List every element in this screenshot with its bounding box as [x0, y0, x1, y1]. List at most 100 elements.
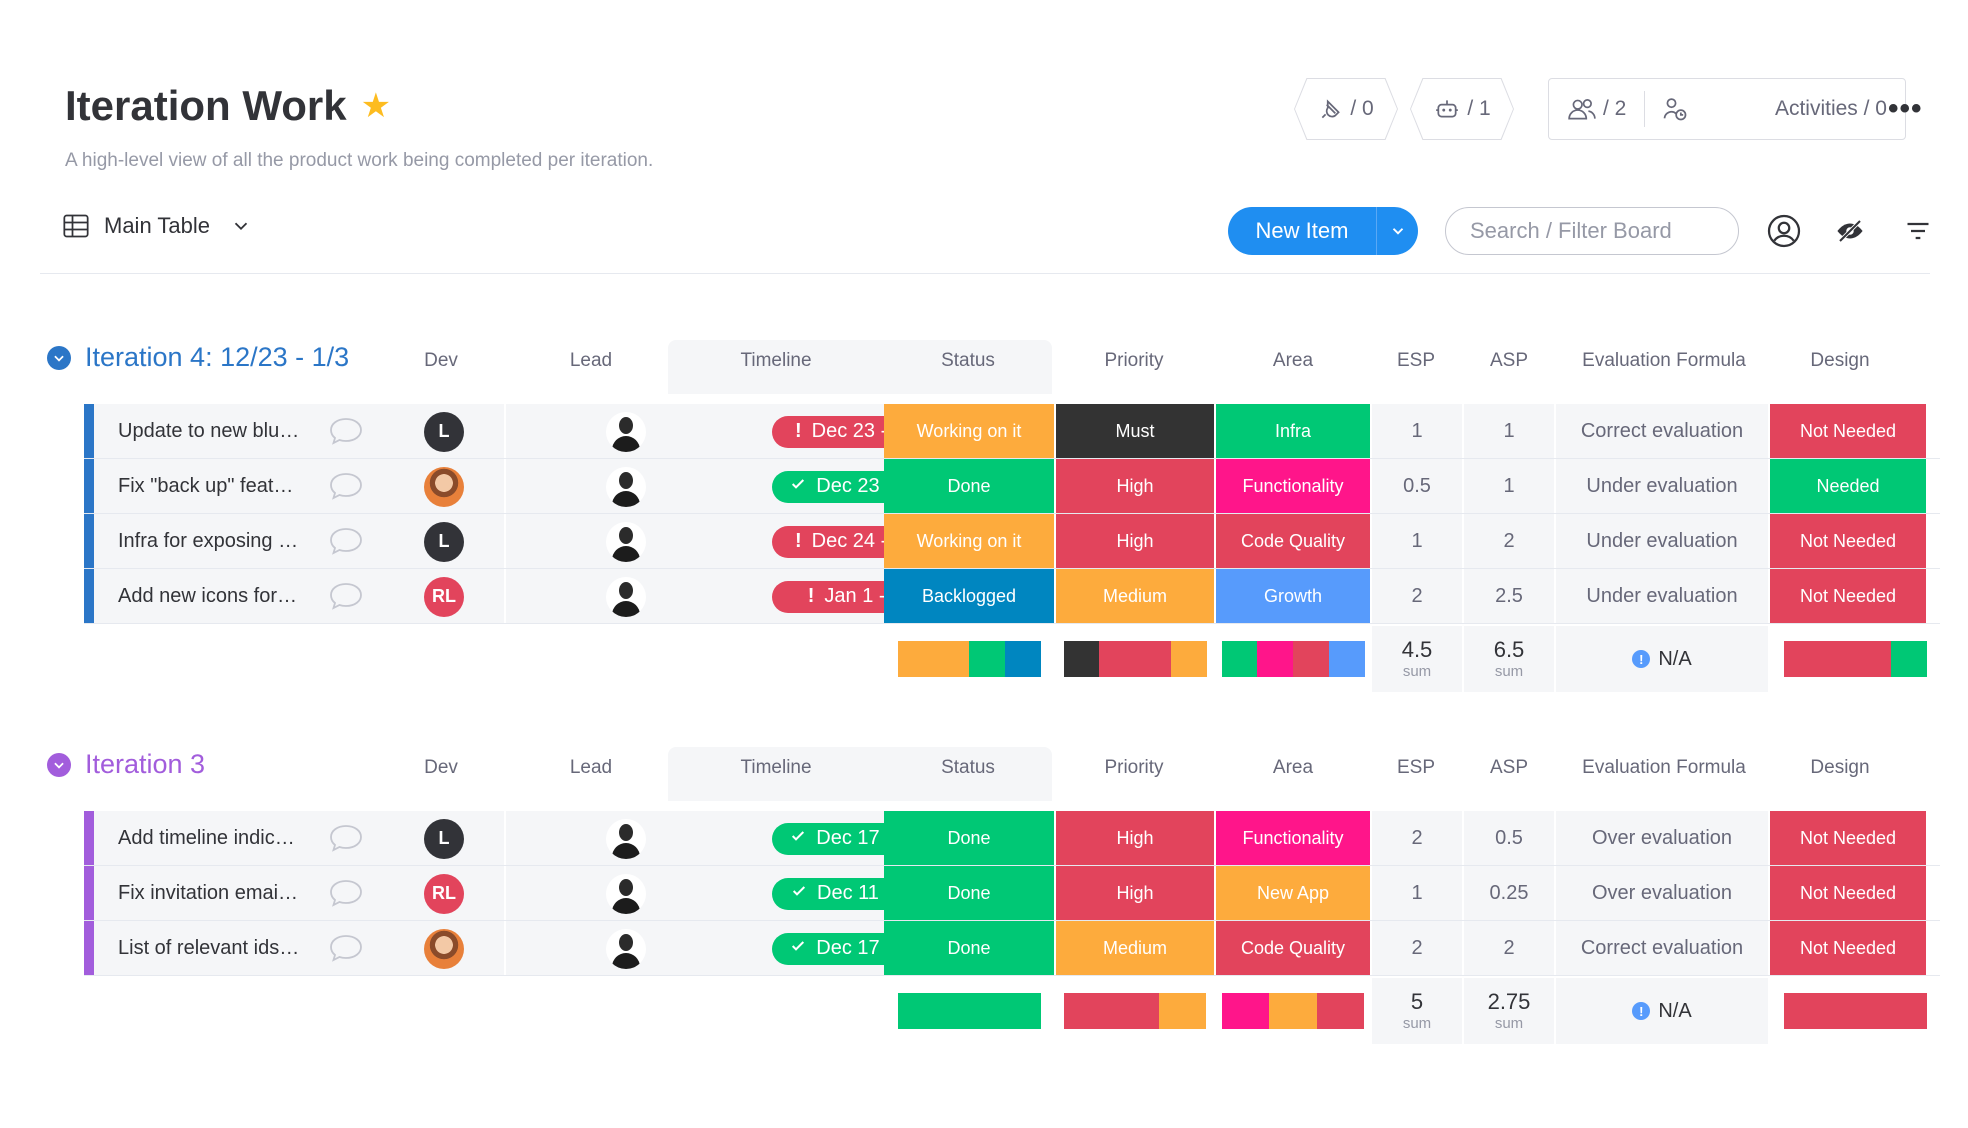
- lead-cell[interactable]: [506, 921, 746, 976]
- comment-bubble-icon[interactable]: [328, 526, 364, 556]
- column-header-priority[interactable]: Priority: [1104, 350, 1164, 371]
- column-header-evaluation-formula[interactable]: Evaluation Formula: [1582, 757, 1746, 778]
- column-header-design[interactable]: Design: [1810, 350, 1870, 371]
- priority-cell[interactable]: High: [1056, 459, 1214, 514]
- comment-bubble-icon[interactable]: [328, 581, 364, 611]
- integrations-button[interactable]: / 0: [1294, 78, 1398, 140]
- esp-cell[interactable]: 2: [1372, 921, 1462, 976]
- esp-cell[interactable]: 1: [1372, 866, 1462, 921]
- dev-cell[interactable]: L: [384, 514, 504, 569]
- column-header-asp[interactable]: ASP: [1489, 757, 1529, 778]
- design-cell[interactable]: Not Needed: [1770, 866, 1926, 921]
- item-name[interactable]: Fix invitation emai…: [118, 882, 298, 904]
- column-header-lead[interactable]: Lead: [569, 350, 613, 371]
- dev-cell[interactable]: RL: [384, 866, 504, 921]
- esp-cell[interactable]: 2: [1372, 569, 1462, 624]
- item-name-cell[interactable]: Infra for exposing …: [94, 514, 384, 569]
- area-cell[interactable]: Code Quality: [1216, 514, 1370, 569]
- new-item-dropdown[interactable]: [1376, 207, 1418, 255]
- board-title[interactable]: Iteration Work: [65, 82, 347, 129]
- item-name[interactable]: Add new icons for…: [118, 585, 297, 607]
- asp-cell[interactable]: 1: [1464, 404, 1554, 459]
- status-cell[interactable]: Done: [884, 811, 1054, 866]
- item-name[interactable]: Fix "back up" feat…: [118, 475, 294, 497]
- column-header-asp[interactable]: ASP: [1489, 350, 1529, 371]
- area-cell[interactable]: Functionality: [1216, 459, 1370, 514]
- design-cell[interactable]: Not Needed: [1770, 811, 1926, 866]
- dev-cell[interactable]: [384, 921, 504, 976]
- item-name-cell[interactable]: Fix "back up" feat…: [94, 459, 384, 514]
- column-header-status[interactable]: Status: [941, 757, 995, 778]
- column-header-timeline[interactable]: Timeline: [740, 350, 812, 371]
- dev-cell[interactable]: RL: [384, 569, 504, 624]
- automations-button[interactable]: / 1: [1410, 78, 1514, 140]
- area-cell[interactable]: Growth: [1216, 569, 1370, 624]
- column-header-area[interactable]: Area: [1272, 757, 1314, 778]
- filter-icon[interactable]: [1898, 211, 1938, 251]
- dev-cell[interactable]: [384, 459, 504, 514]
- view-selector[interactable]: Main Table: [62, 212, 252, 240]
- more-options-icon[interactable]: •••: [1888, 92, 1923, 125]
- item-name-cell[interactable]: Update to new blu…: [94, 404, 384, 459]
- item-name[interactable]: Add timeline indic…: [118, 827, 295, 849]
- priority-cell[interactable]: High: [1056, 514, 1214, 569]
- hide-columns-icon[interactable]: [1830, 211, 1870, 251]
- item-name[interactable]: List of relevant ids…: [118, 937, 298, 959]
- comment-bubble-icon[interactable]: [328, 823, 364, 853]
- asp-cell[interactable]: 2.5: [1464, 569, 1554, 624]
- asp-cell[interactable]: 2: [1464, 921, 1554, 976]
- area-cell[interactable]: Infra: [1216, 404, 1370, 459]
- status-cell[interactable]: Working on it: [884, 404, 1054, 459]
- collapse-group-icon[interactable]: [47, 752, 71, 777]
- group-title[interactable]: Iteration 3: [85, 749, 206, 779]
- dev-cell[interactable]: L: [384, 811, 504, 866]
- column-header-esp[interactable]: ESP: [1396, 757, 1436, 778]
- area-cell[interactable]: Code Quality: [1216, 921, 1370, 976]
- column-header-esp[interactable]: ESP: [1396, 350, 1436, 371]
- esp-cell[interactable]: 1: [1372, 514, 1462, 569]
- lead-cell[interactable]: [506, 866, 746, 921]
- item-name[interactable]: Update to new blu…: [118, 420, 298, 442]
- comment-bubble-icon[interactable]: [328, 933, 364, 963]
- priority-cell[interactable]: High: [1056, 811, 1214, 866]
- star-icon[interactable]: ★: [360, 87, 392, 125]
- lead-cell[interactable]: [506, 811, 746, 866]
- new-item-button[interactable]: New Item: [1228, 207, 1418, 255]
- priority-cell[interactable]: High: [1056, 866, 1214, 921]
- asp-cell[interactable]: 0.5: [1464, 811, 1554, 866]
- column-header-dev[interactable]: Dev: [424, 757, 458, 778]
- status-cell[interactable]: Done: [884, 459, 1054, 514]
- design-cell[interactable]: Not Needed: [1770, 404, 1926, 459]
- dev-cell[interactable]: L: [384, 404, 504, 459]
- person-filter-icon[interactable]: [1764, 211, 1804, 251]
- comment-bubble-icon[interactable]: [328, 416, 364, 446]
- esp-cell[interactable]: 2: [1372, 811, 1462, 866]
- esp-cell[interactable]: 1: [1372, 404, 1462, 459]
- priority-cell[interactable]: Medium: [1056, 921, 1214, 976]
- board-description[interactable]: A high-level view of all the product wor…: [65, 150, 654, 171]
- column-header-status[interactable]: Status: [941, 350, 995, 371]
- esp-cell[interactable]: 0.5: [1372, 459, 1462, 514]
- item-name-cell[interactable]: Add new icons for…: [94, 569, 384, 624]
- design-cell[interactable]: Needed: [1770, 459, 1926, 514]
- area-cell[interactable]: Functionality: [1216, 811, 1370, 866]
- group-title[interactable]: Iteration 4: 12/23 - 1/3: [85, 342, 350, 372]
- status-cell[interactable]: Working on it: [884, 514, 1054, 569]
- area-cell[interactable]: New App: [1216, 866, 1370, 921]
- column-header-dev[interactable]: Dev: [424, 350, 458, 371]
- collapse-group-icon[interactable]: [47, 345, 71, 370]
- column-header-timeline[interactable]: Timeline: [740, 757, 812, 778]
- search-input[interactable]: Search / Filter Board: [1445, 207, 1739, 255]
- column-header-lead[interactable]: Lead: [569, 757, 613, 778]
- lead-cell[interactable]: [506, 569, 746, 624]
- item-name-cell[interactable]: Fix invitation emai…: [94, 866, 384, 921]
- status-cell[interactable]: Done: [884, 866, 1054, 921]
- lead-cell[interactable]: [506, 404, 746, 459]
- item-name[interactable]: Infra for exposing …: [118, 530, 298, 552]
- priority-cell[interactable]: Must: [1056, 404, 1214, 459]
- comment-bubble-icon[interactable]: [328, 471, 364, 501]
- column-header-priority[interactable]: Priority: [1104, 757, 1164, 778]
- asp-cell[interactable]: 2: [1464, 514, 1554, 569]
- item-name-cell[interactable]: Add timeline indic…: [94, 811, 384, 866]
- column-header-design[interactable]: Design: [1810, 757, 1870, 778]
